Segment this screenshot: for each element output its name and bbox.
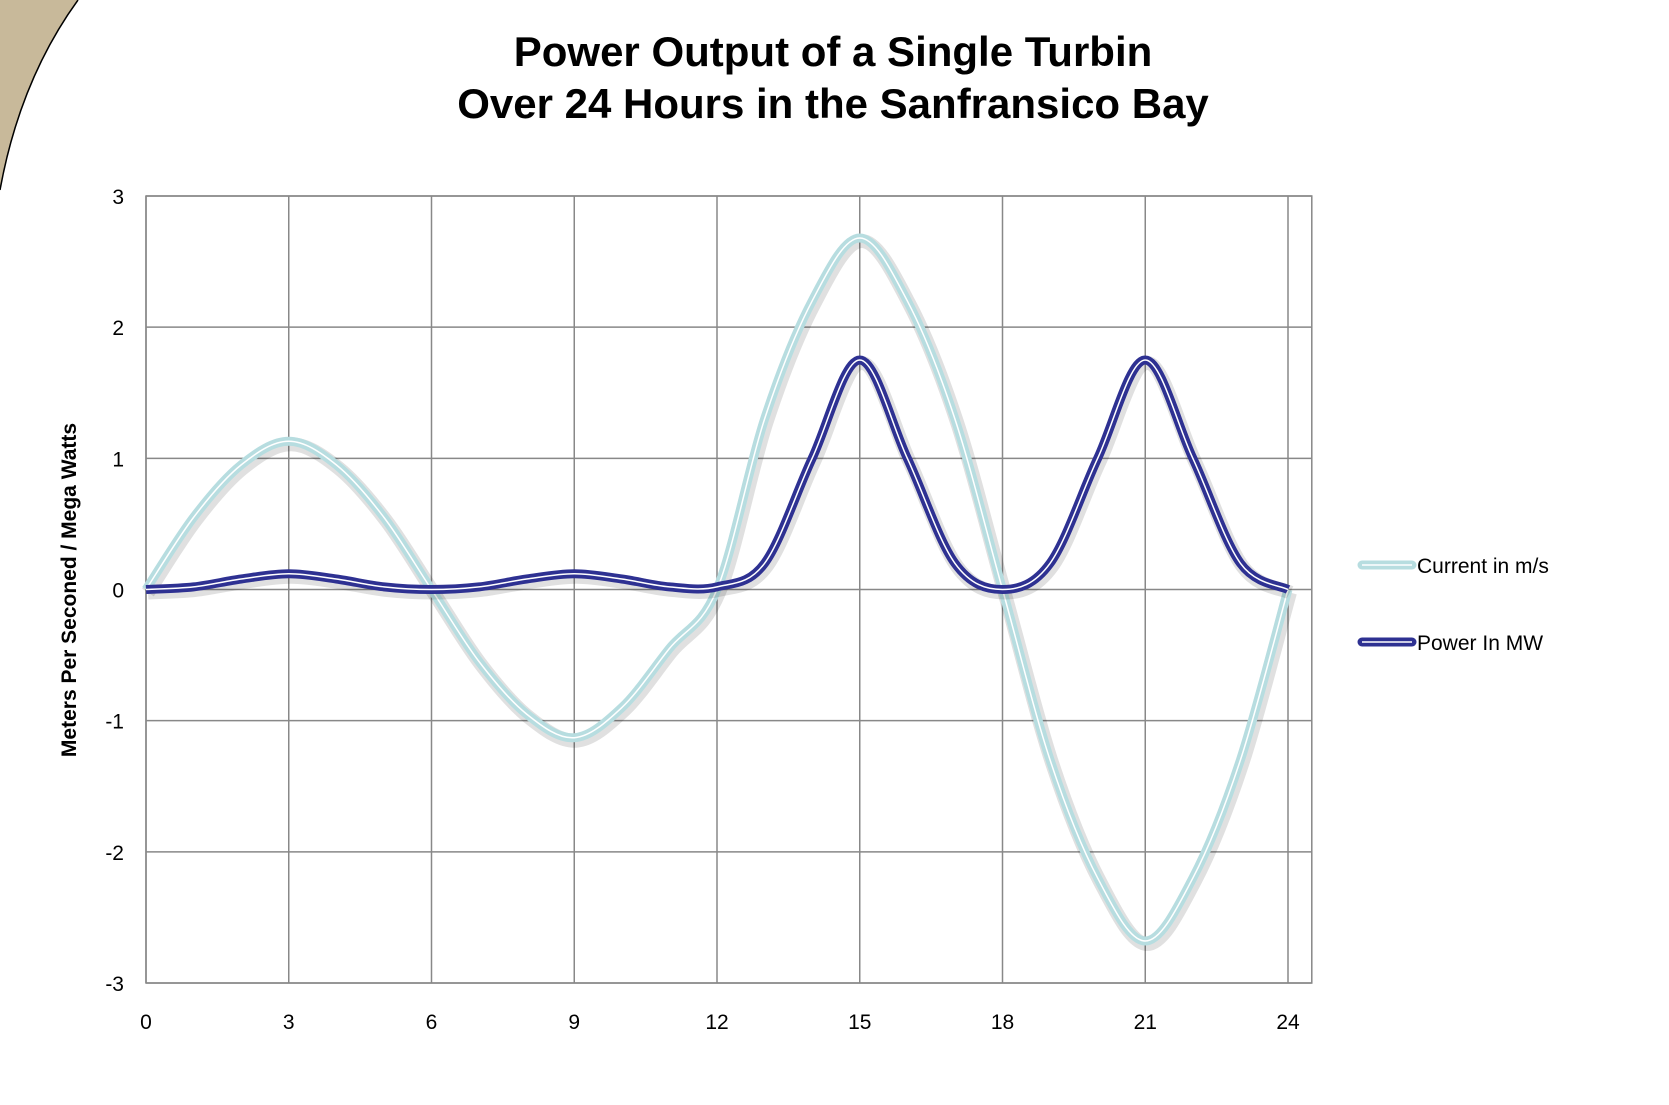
decoration	[0, 0, 78, 190]
y-tick-label: 0	[112, 580, 124, 603]
y-tick-label: -3	[105, 973, 124, 996]
chart-title: Power Output of a Single Turbin	[514, 28, 1153, 75]
legend-label: Power In MW	[1417, 632, 1543, 655]
x-tick-label: 6	[426, 1011, 438, 1034]
x-tick-label: 15	[848, 1011, 871, 1034]
y-tick-label: -2	[105, 842, 124, 865]
x-tick-label: 0	[140, 1011, 152, 1034]
x-tick-label: 9	[568, 1011, 580, 1034]
legend-label: Current in m/s	[1417, 555, 1549, 578]
line-highlight	[145, 237, 1289, 942]
y-tick-label: -1	[105, 711, 124, 734]
chart-title: Over 24 Hours in the Sanfransico Bay	[457, 80, 1209, 127]
y-tick-label: 3	[112, 186, 124, 209]
x-tick-label: 24	[1276, 1011, 1300, 1034]
line-highlight	[145, 359, 1289, 591]
x-tick-label: 12	[705, 1011, 728, 1034]
x-tick-label: 18	[991, 1011, 1014, 1034]
decoration-edge	[0, 0, 79, 191]
y-tick-label: 2	[112, 317, 124, 340]
x-tick-label: 3	[283, 1011, 295, 1034]
y-axis-label: Meters Per Seconed / Mega Watts	[58, 423, 81, 757]
x-tick-label: 21	[1134, 1011, 1157, 1034]
y-tick-label: 1	[112, 448, 124, 471]
